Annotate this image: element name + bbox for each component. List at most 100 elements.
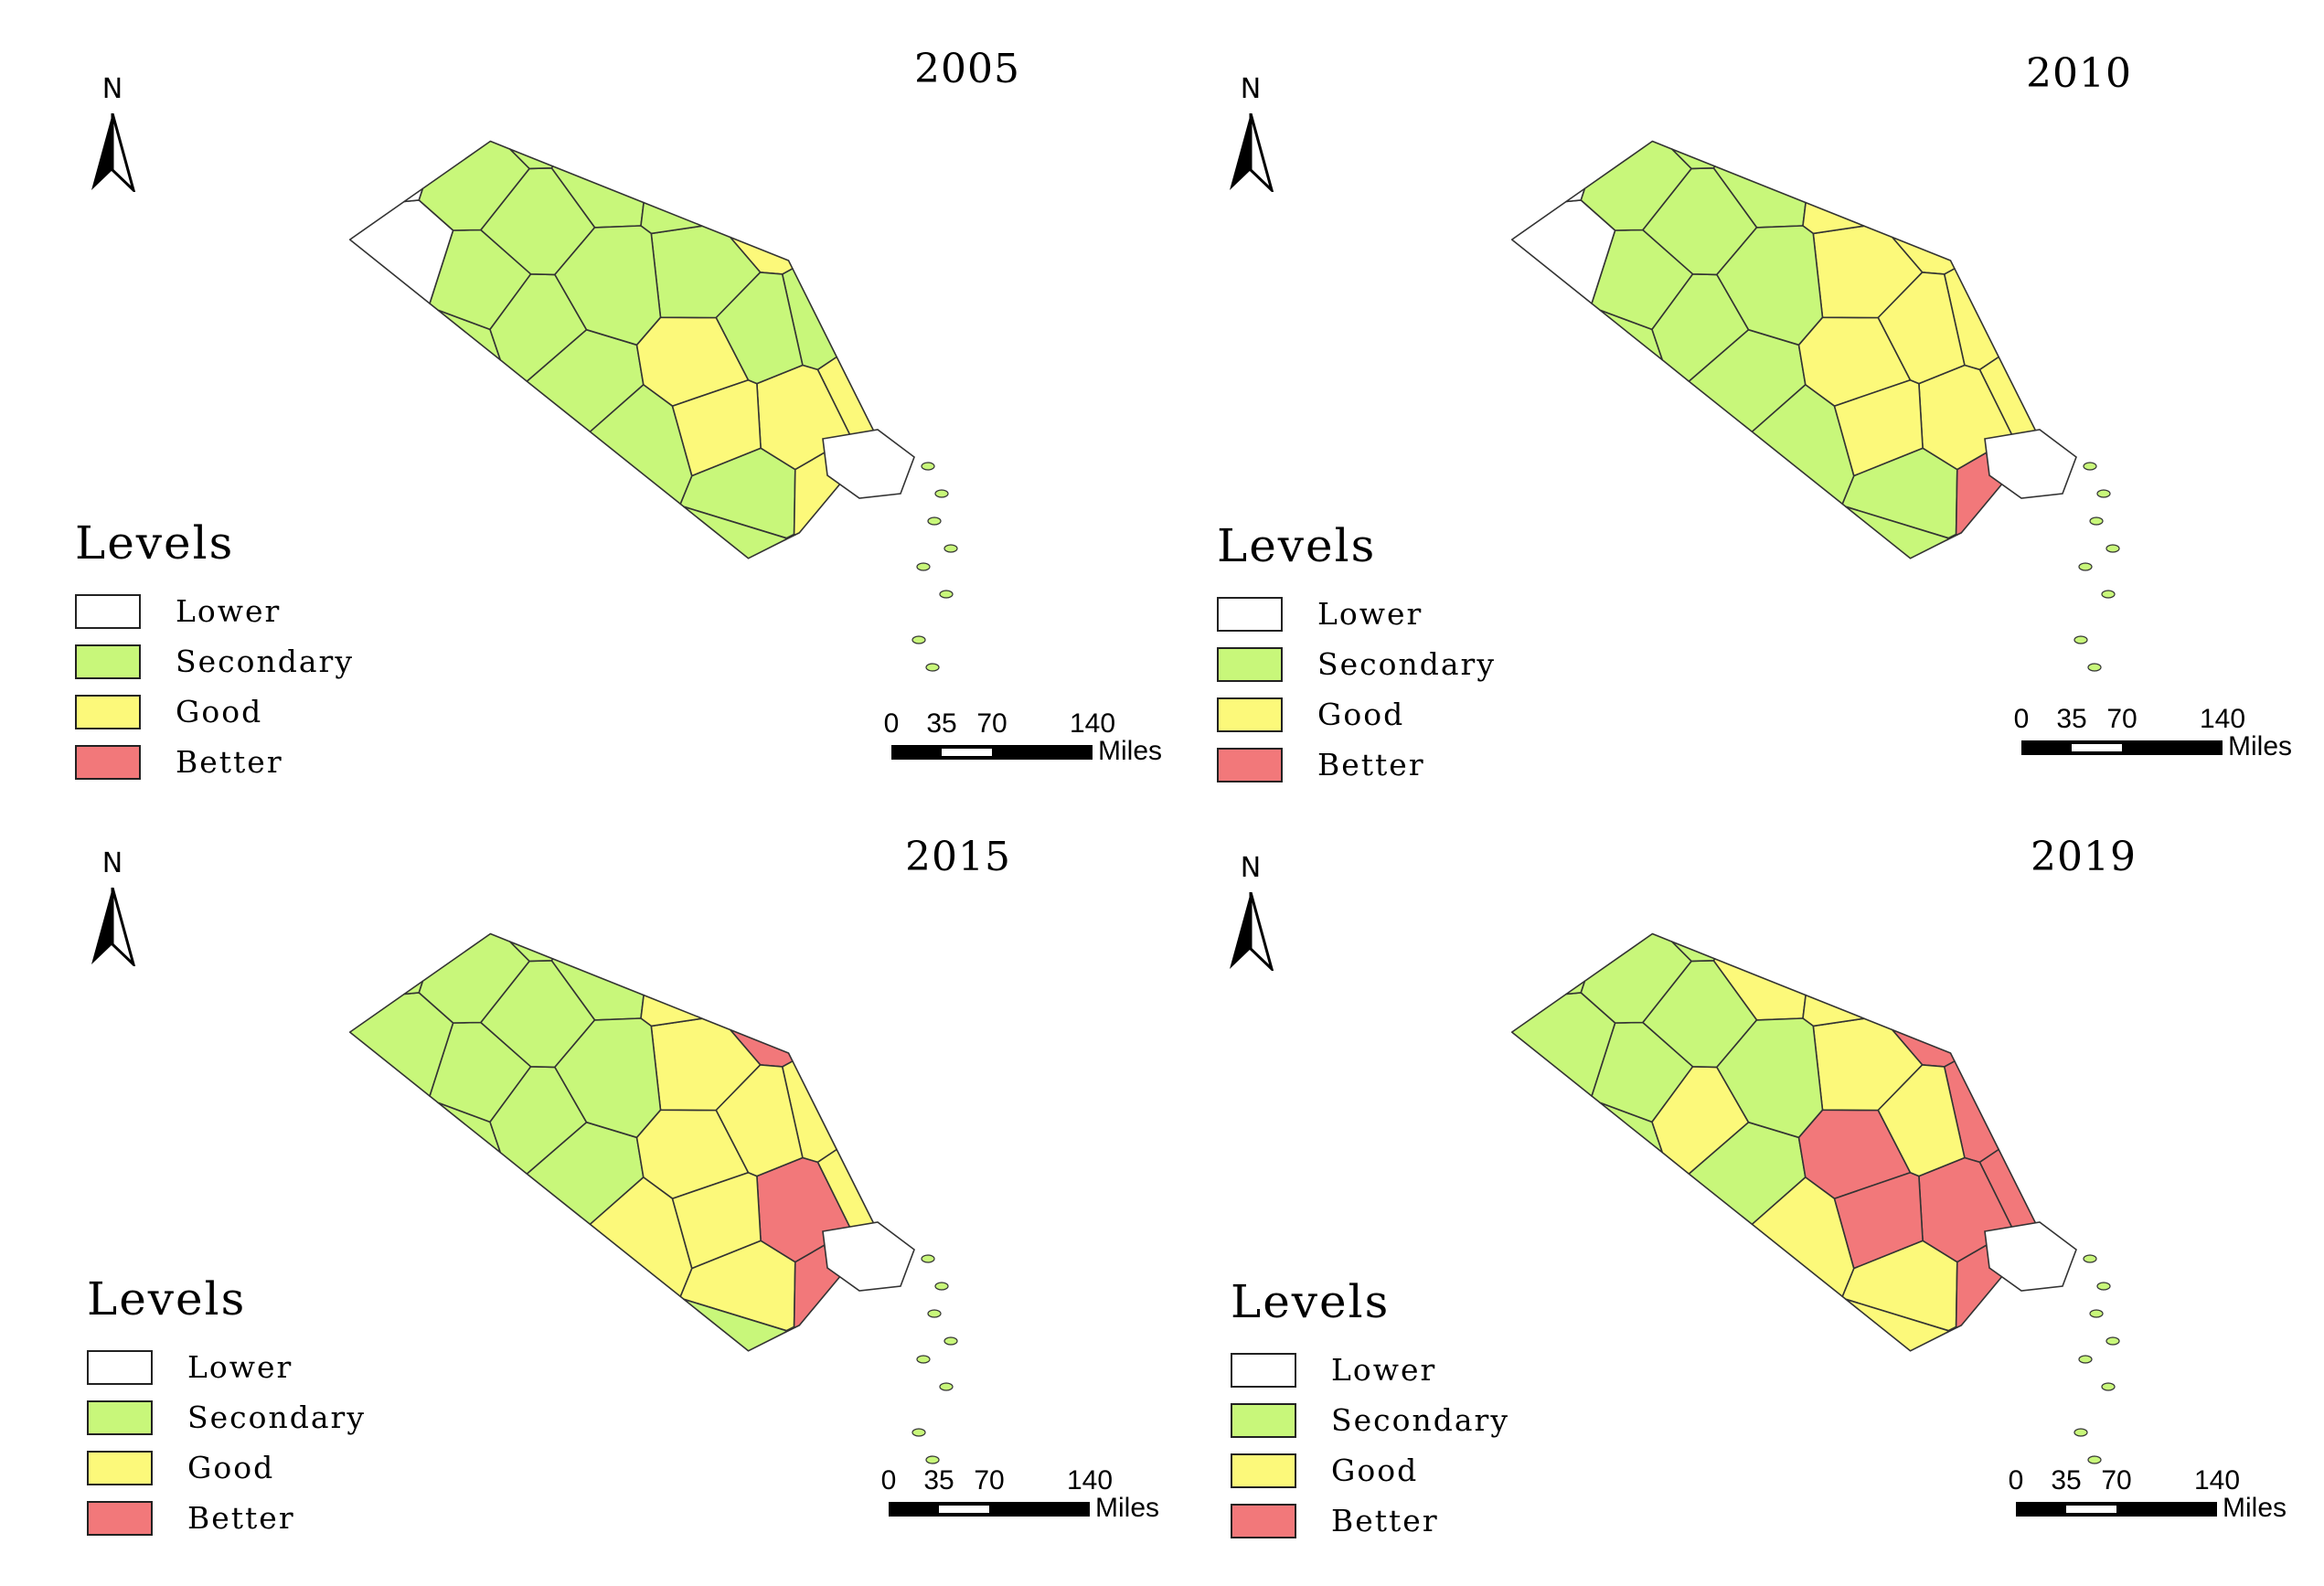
north-label: N <box>101 73 123 105</box>
legend-swatch <box>1217 747 1283 782</box>
island <box>911 635 926 644</box>
island <box>2078 562 2093 571</box>
north-arrow-icon <box>1230 113 1274 192</box>
map-year-label: 2005 <box>914 46 1020 92</box>
island <box>2105 1336 2120 1346</box>
scale-tick: 70 <box>2106 704 2137 734</box>
scale-units: Miles <box>2223 1493 2287 1523</box>
island <box>2089 1309 2104 1318</box>
north-arrow-icon <box>91 113 136 192</box>
region-polygon <box>1716 1017 1824 1139</box>
scale-bar: 0 35 70 140 Miles <box>881 1465 1162 1529</box>
scale-units: Miles <box>1098 736 1162 766</box>
north-label: N <box>1240 73 1262 105</box>
legend-item-good: Good <box>75 687 441 737</box>
map-panel-2015: 2015 N Levels Lower Secondary Good Bette… <box>0 793 1162 1585</box>
legend-item-good: Good <box>87 1442 453 1493</box>
north-arrow: N <box>80 847 144 966</box>
scale-tick: 140 <box>1066 1465 1114 1496</box>
scale-tick: 0 <box>2008 1465 2024 1496</box>
island <box>2083 462 2097 471</box>
region-polygon <box>508 941 554 963</box>
island <box>934 489 949 498</box>
legend-item-lower: Lower <box>1217 589 1583 639</box>
scale-bar-graphic <box>889 1502 1090 1517</box>
legend-swatch <box>1231 1503 1296 1538</box>
north-arrow: N <box>1219 73 1283 192</box>
legend-item-better: Better <box>1231 1496 1596 1546</box>
scale-bar-graphic <box>891 745 1093 760</box>
scale-bar: 0 35 70 140 Miles <box>2014 704 2323 768</box>
legend: Levels Lower Secondary Good Better <box>75 516 441 787</box>
region-map <box>1510 932 2120 1464</box>
island <box>2087 663 2102 672</box>
island <box>925 663 940 672</box>
legend-swatch <box>1217 596 1283 632</box>
map-year-label: 2010 <box>2026 50 2132 97</box>
scale-tick: 140 <box>1069 708 1116 739</box>
legend-swatch <box>87 1400 153 1435</box>
scale-units: Miles <box>1095 1493 1160 1523</box>
legend-item-better: Better <box>75 737 441 787</box>
region-polygon <box>1833 378 1924 477</box>
island <box>927 516 942 526</box>
scale-tick: 70 <box>976 708 1007 739</box>
region-polygon <box>403 187 424 203</box>
region-polygon <box>1877 1064 1966 1177</box>
map-panel-2005: 2005 N Levels Lower Secondary Good Bette… <box>0 0 1162 793</box>
legend-title: Levels <box>1231 1275 1391 1328</box>
legend-label: Secondary <box>187 1400 366 1435</box>
legend-label: Lower <box>1331 1352 1437 1388</box>
legend: Levels Lower Secondary Good Better <box>1231 1275 1596 1546</box>
legend: Levels Lower Secondary Good Better <box>87 1272 453 1543</box>
legend-swatch <box>87 1349 153 1385</box>
region-polygon <box>1833 1171 1924 1270</box>
region-polygon <box>1845 506 1949 559</box>
region-polygon <box>1845 1298 1949 1352</box>
legend-label: Good <box>176 694 263 729</box>
legend-title: Levels <box>1217 519 1377 572</box>
north-label: N <box>101 847 123 879</box>
legend-item-better: Better <box>87 1493 453 1543</box>
legend-label: Lower <box>187 1349 293 1385</box>
legend-swatch <box>75 593 141 629</box>
legend-label: Secondary <box>176 644 354 679</box>
island <box>2073 1428 2088 1437</box>
legend-swatch <box>75 644 141 679</box>
map-panel-2019: 2019 N Levels Lower Secondary Good Bette… <box>1162 793 2324 1585</box>
scale-tick: 140 <box>2199 704 2246 734</box>
island <box>939 1382 954 1391</box>
legend-swatch <box>1231 1352 1296 1388</box>
scale-tick: 0 <box>883 708 900 739</box>
legend-swatch <box>87 1500 153 1536</box>
legend-label: Good <box>1317 697 1405 732</box>
legend-item-secondary: Secondary <box>87 1392 453 1442</box>
legend-label: Secondary <box>1331 1402 1509 1438</box>
north-arrow-icon <box>1230 892 1274 971</box>
legend-item-secondary: Secondary <box>1231 1395 1596 1445</box>
scale-bar: 0 35 70 140 Miles <box>2009 1465 2318 1529</box>
bay-water <box>1984 429 2077 499</box>
island <box>911 1428 926 1437</box>
legend-swatch <box>1231 1453 1296 1488</box>
island <box>2096 1282 2111 1291</box>
scale-tick: 35 <box>2056 704 2087 734</box>
island <box>2073 635 2088 644</box>
legend-item-secondary: Secondary <box>1217 639 1583 689</box>
map-panel-2010: 2010 N Levels Lower Secondary Good Bette… <box>1162 0 2324 793</box>
legend-swatch <box>1217 697 1283 732</box>
island <box>921 462 935 471</box>
legend-label: Good <box>187 1450 275 1485</box>
scale-tick: 35 <box>926 708 957 739</box>
region-polygon <box>1716 225 1824 346</box>
legend-label: Lower <box>176 593 282 629</box>
island <box>2083 1254 2097 1263</box>
scale-tick: 140 <box>2193 1465 2241 1496</box>
region-map <box>1510 140 2120 672</box>
region-polygon <box>1565 187 1586 203</box>
island <box>925 1455 940 1464</box>
legend-label: Better <box>1331 1503 1439 1538</box>
region-polygon <box>554 1017 662 1139</box>
region-polygon <box>683 506 787 559</box>
island <box>934 1282 949 1291</box>
